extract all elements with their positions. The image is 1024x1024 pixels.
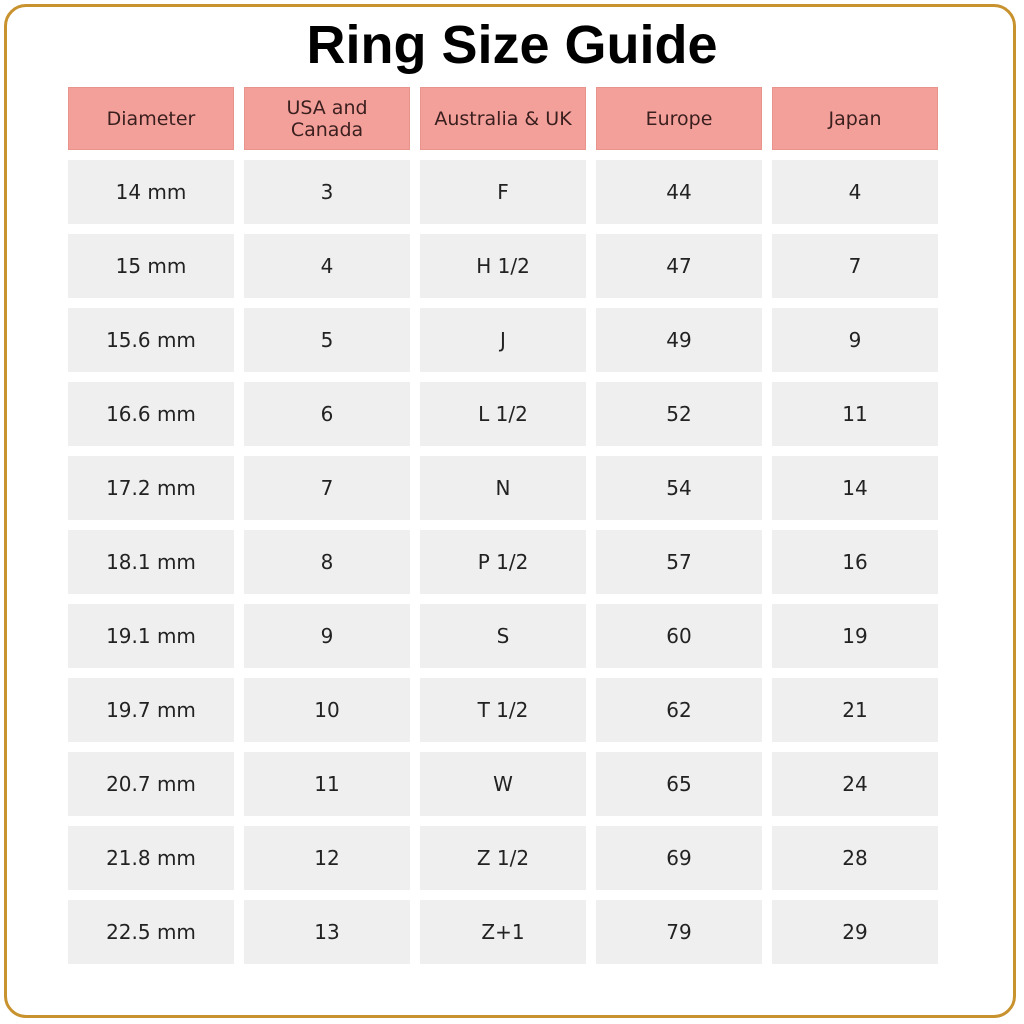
table-cell: 5 [244, 308, 410, 372]
table-cell: 22.5 mm [68, 900, 234, 964]
table-cell: L 1/2 [420, 382, 586, 446]
table-cell: 10 [244, 678, 410, 742]
table-cell: 54 [596, 456, 762, 520]
table-cell: 24 [772, 752, 938, 816]
table-cell: T 1/2 [420, 678, 586, 742]
table-cell: H 1/2 [420, 234, 586, 298]
table-cell: 62 [596, 678, 762, 742]
column-header: USA and Canada [244, 87, 410, 150]
table-cell: 52 [596, 382, 762, 446]
table-cell: 19 [772, 604, 938, 668]
table-cell: 60 [596, 604, 762, 668]
table-cell: 14 mm [68, 160, 234, 224]
table-cell: W [420, 752, 586, 816]
table-cell: 15 mm [68, 234, 234, 298]
column-header: Diameter [68, 87, 234, 150]
table-cell: 69 [596, 826, 762, 890]
table-cell: Z 1/2 [420, 826, 586, 890]
table-cell: 17.2 mm [68, 456, 234, 520]
table-cell: 18.1 mm [68, 530, 234, 594]
table-cell: 15.6 mm [68, 308, 234, 372]
table-cell: 4 [244, 234, 410, 298]
table-cell: 65 [596, 752, 762, 816]
table-cell: Z+1 [420, 900, 586, 964]
table-cell: 8 [244, 530, 410, 594]
table-cell: P 1/2 [420, 530, 586, 594]
table-cell: 6 [244, 382, 410, 446]
table-cell: 19.7 mm [68, 678, 234, 742]
table-cell: 29 [772, 900, 938, 964]
table-cell: 16 [772, 530, 938, 594]
table-cell: 7 [244, 456, 410, 520]
table-cell: 9 [244, 604, 410, 668]
table-cell: 21 [772, 678, 938, 742]
table-cell: 21.8 mm [68, 826, 234, 890]
table-cell: 11 [772, 382, 938, 446]
table-cell: 19.1 mm [68, 604, 234, 668]
table-cell: 13 [244, 900, 410, 964]
table-cell: N [420, 456, 586, 520]
page-frame [4, 4, 1016, 1018]
table-cell: 16.6 mm [68, 382, 234, 446]
table-cell: 9 [772, 308, 938, 372]
table-cell: 12 [244, 826, 410, 890]
table-cell: 57 [596, 530, 762, 594]
table-cell: S [420, 604, 586, 668]
table-cell: 79 [596, 900, 762, 964]
table-cell: 14 [772, 456, 938, 520]
table-cell: 28 [772, 826, 938, 890]
table-cell: 47 [596, 234, 762, 298]
table-cell: 49 [596, 308, 762, 372]
table-cell: 7 [772, 234, 938, 298]
table-cell: 3 [244, 160, 410, 224]
table-cell: 44 [596, 160, 762, 224]
page-title: Ring Size Guide [306, 15, 718, 75]
column-header: Australia & UK [420, 87, 586, 150]
table-cell: 11 [244, 752, 410, 816]
ring-size-table: Diameter USA and Canada Australia & UK Euro… [68, 87, 938, 964]
table-cell: J [420, 308, 586, 372]
column-header: Japan [772, 87, 938, 150]
table-cell: 20.7 mm [68, 752, 234, 816]
column-header: Europe [596, 87, 762, 150]
table-cell: F [420, 160, 586, 224]
table-cell: 4 [772, 160, 938, 224]
